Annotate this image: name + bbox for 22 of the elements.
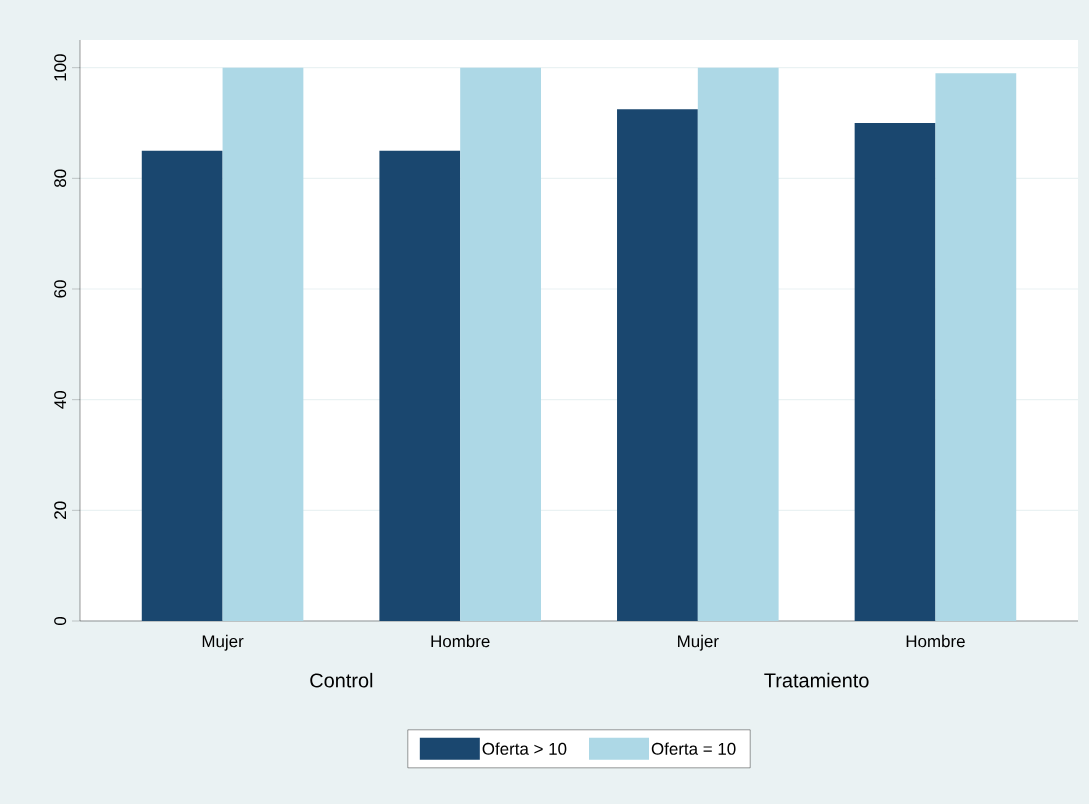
y-tick-label: 20 bbox=[54, 501, 67, 519]
y-tick-label: 80 bbox=[54, 169, 67, 188]
bar bbox=[854, 122, 936, 621]
bar bbox=[697, 67, 779, 621]
x-tick-label: Mujer bbox=[678, 634, 719, 651]
legend-label: Oferta = 10 bbox=[651, 742, 736, 755]
x-tick-label: Mujer bbox=[202, 634, 244, 651]
x-tick-label: Hombre bbox=[906, 634, 965, 648]
y-tick-label: 0 bbox=[54, 616, 67, 626]
y-tick-label: 60 bbox=[54, 280, 67, 298]
bar bbox=[141, 150, 223, 621]
y-tick-label: 40 bbox=[54, 390, 67, 409]
bar bbox=[222, 67, 304, 621]
bar bbox=[935, 73, 1017, 621]
text: Control bbox=[310, 672, 373, 688]
text: Tratamiento bbox=[764, 672, 869, 688]
legend-label: Oferta > 10 bbox=[482, 742, 567, 755]
bar bbox=[460, 67, 541, 621]
y-tick-label: 100 bbox=[54, 54, 67, 81]
bar bbox=[617, 109, 698, 621]
bar bbox=[379, 150, 461, 621]
x-tick-label: Hombre bbox=[431, 634, 490, 648]
